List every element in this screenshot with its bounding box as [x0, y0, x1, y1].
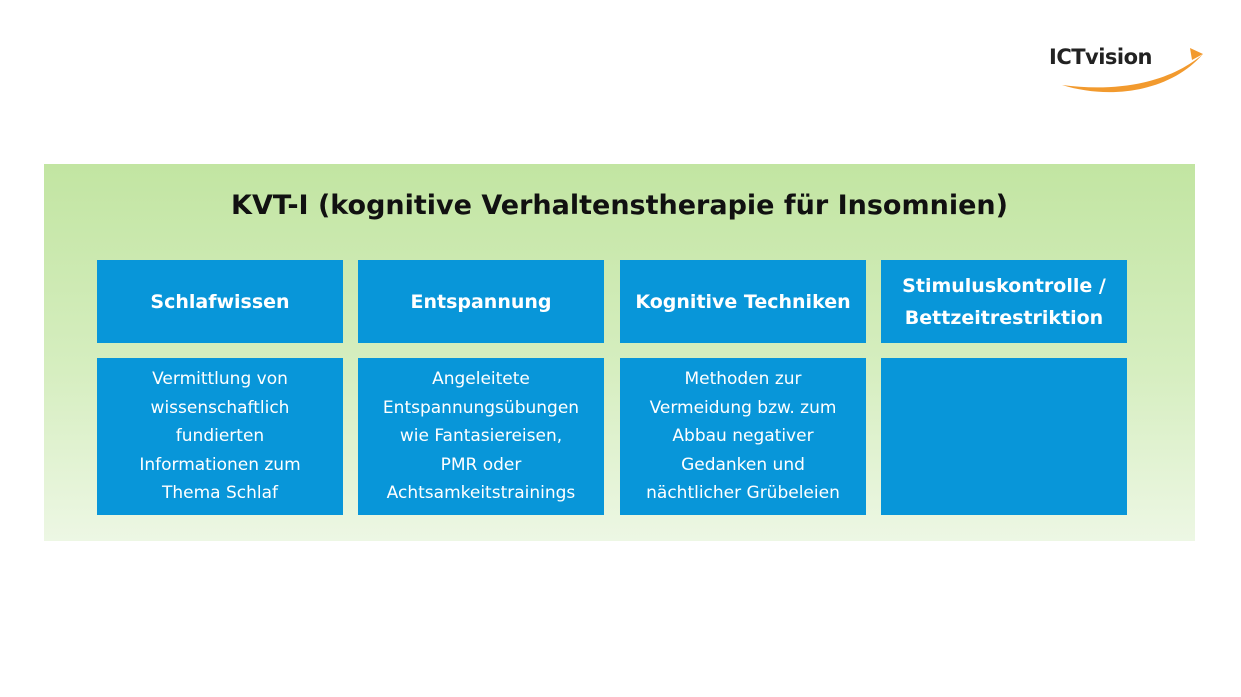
description-box-stimuluskontrolle — [881, 358, 1127, 515]
logo-text: ICTvision — [1049, 45, 1153, 69]
heading-box-kognitive-techniken: Kognitive Techniken — [620, 260, 866, 343]
logo-swoosh-icon — [1062, 48, 1203, 93]
ictvision-logo: ICTvision — [1040, 40, 1208, 100]
diagram-title: KVT-I (kognitive Verhaltenstherapie für … — [231, 190, 1008, 221]
description-box-schlafwissen: Vermittlung von wissenschaftlich fundier… — [97, 358, 343, 515]
description-box-kognitive-techniken: Methoden zur Vermeidung bzw. zum Abbau n… — [620, 358, 866, 515]
kvt-diagram-panel: KVT-I (kognitive Verhaltenstherapie für … — [44, 164, 1195, 541]
heading-box-entspannung: Entspannung — [358, 260, 604, 343]
heading-box-stimuluskontrolle: Stimuluskontrolle / Bettzeitrestriktion — [881, 260, 1127, 343]
description-box-entspannung: Angeleitete Entspannungsübungen wie Fant… — [358, 358, 604, 515]
heading-box-schlafwissen: Schlafwissen — [97, 260, 343, 343]
